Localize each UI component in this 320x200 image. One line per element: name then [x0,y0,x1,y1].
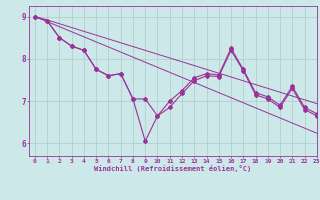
X-axis label: Windchill (Refroidissement éolien,°C): Windchill (Refroidissement éolien,°C) [94,165,252,172]
